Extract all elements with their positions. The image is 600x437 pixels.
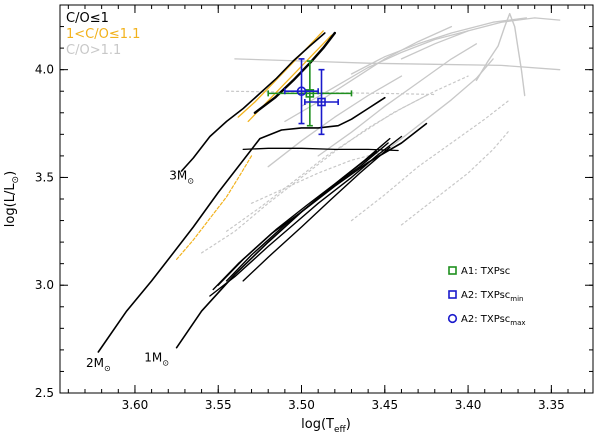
track-line: [284, 25, 453, 123]
legend-co-gt-1-1: C/O>1.1: [66, 43, 121, 58]
top-legend: C/O≤1 1<C/O≤1.1 C/O>1.1: [66, 11, 140, 58]
track-line: [475, 12, 526, 97]
square-marker: [317, 97, 326, 107]
legend-a2-min-label: A2: TXPscmin: [461, 290, 523, 303]
track-line: [250, 151, 386, 204]
mass-label: 1M⊙: [144, 351, 169, 368]
observed-points: [267, 58, 353, 136]
track-line: [400, 17, 561, 60]
track-line: [226, 94, 427, 232]
legend-co-le-1: C/O≤1: [66, 11, 109, 26]
data-point: [304, 68, 339, 136]
track-line: [176, 155, 253, 260]
mass-label: 3M⊙: [169, 169, 194, 186]
x-tick-label: 3.60: [122, 398, 149, 412]
track-line: [267, 75, 403, 168]
track-line: [234, 58, 561, 71]
y-tick-label: 3.5: [35, 170, 54, 184]
track-line: [180, 32, 326, 172]
x-axis: 3.60 3.55 3.50 3.45 3.40 3.35: [67, 5, 586, 412]
x-axis-label: log(Teff): [301, 417, 351, 435]
legend-a2-max-circle-icon: [447, 313, 458, 324]
legend-a2-max-label: A2: TXPscmax: [461, 314, 526, 327]
x-tick-label: 3.35: [538, 398, 565, 412]
y-axis: 2.5 3.0 3.5 4.0: [35, 26, 593, 400]
data-point: [267, 60, 353, 127]
track-line: [242, 147, 399, 152]
track-line: [201, 75, 469, 254]
mass-labels: 3M⊙ 2M⊙ 1M⊙: [86, 169, 194, 374]
track-line: [400, 129, 511, 226]
legend-a2-min-square-icon: [448, 290, 457, 299]
data-point: [284, 58, 319, 125]
x-tick-label: 3.45: [371, 398, 398, 412]
track-line: [350, 99, 511, 222]
track-line: [97, 96, 386, 353]
legend-a1-label: A1: TXPsc: [461, 266, 510, 277]
track-line: [209, 135, 403, 297]
legend-co-mid: 1<C/O≤1.1: [66, 27, 140, 42]
x-tick-label: 3.40: [455, 398, 482, 412]
x-tick-label: 3.55: [205, 398, 232, 412]
y-tick-label: 4.0: [35, 63, 54, 77]
y-tick-label: 2.5: [35, 386, 54, 400]
points-legend: A1: TXPsc A2: TXPscmin A2: TXPscmax: [447, 266, 526, 327]
legend-a1-square-icon: [448, 266, 457, 275]
square-marker: [305, 89, 315, 98]
x-tick-label: 3.50: [288, 398, 315, 412]
track-line: [317, 43, 478, 157]
y-axis-label: log(L/L⊙): [3, 171, 21, 227]
track-line: [225, 150, 378, 282]
y-tick-label: 3.0: [35, 278, 54, 292]
evolutionary-tracks: [97, 12, 561, 353]
mass-label: 2M⊙: [86, 356, 111, 373]
circle-marker: [296, 86, 307, 97]
track-line: [350, 17, 528, 75]
track-line: [242, 146, 391, 282]
track-line: [300, 30, 469, 107]
